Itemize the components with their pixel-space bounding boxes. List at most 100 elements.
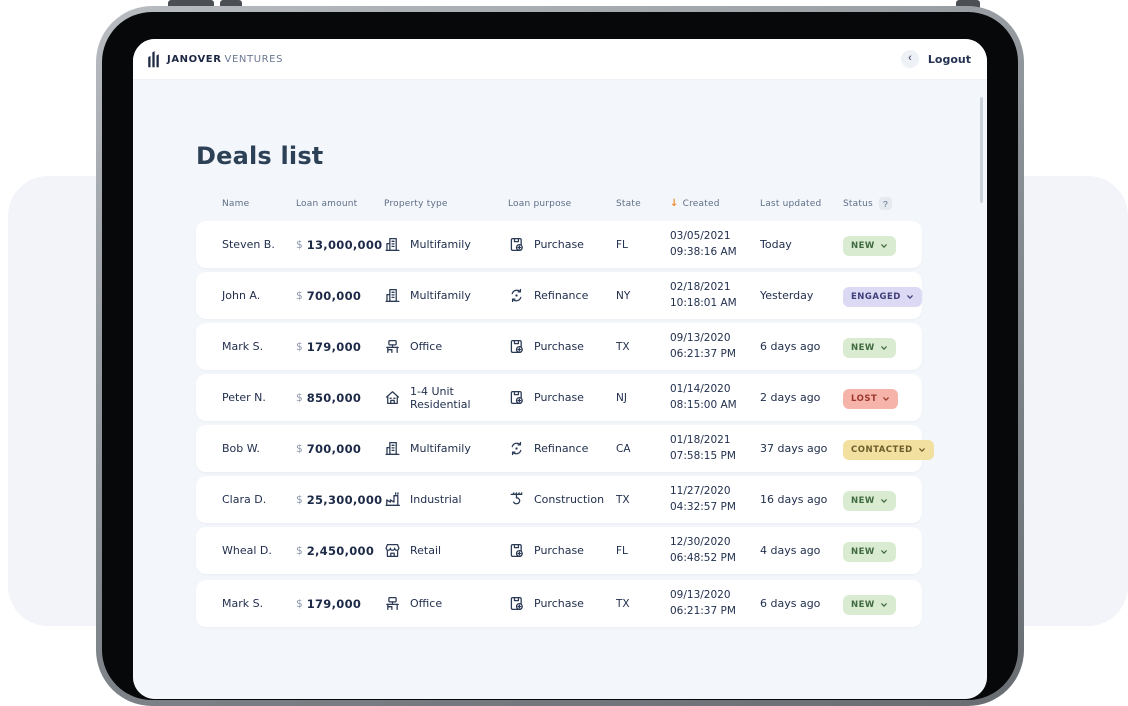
state-value: TX — [616, 597, 630, 610]
deal-name: Peter N. — [222, 391, 266, 404]
table-row[interactable]: Wheal D. $2,450,000 Retail Purchase FL 1… — [196, 527, 922, 574]
loan-amount-value: 179,000 — [306, 339, 362, 354]
chevron-down-icon — [882, 395, 890, 403]
property-type-label: Multifamily — [410, 289, 471, 302]
created-time: 08:15:00 AM — [670, 398, 737, 411]
created-time: 06:21:37 PM — [670, 347, 736, 360]
loan-purpose-label: Purchase — [534, 391, 584, 404]
status-badge-label: NEW — [851, 343, 875, 353]
status-badge-label: LOST — [851, 394, 878, 404]
table-row[interactable]: Clara D. $25,300,000 Industrial Construc… — [196, 476, 922, 523]
deal-name: Mark S. — [222, 597, 264, 610]
column-header-last-updated: Last updated — [760, 198, 822, 209]
property-type-cell: Retail — [384, 542, 508, 559]
status-badge-label: CONTACTED — [851, 445, 913, 455]
table-row[interactable]: Steven B. $13,000,000 Multifamily Purcha… — [196, 221, 922, 268]
brand-name: JANOVER VENTURES — [167, 54, 283, 65]
status-badge[interactable]: NEW — [843, 542, 896, 562]
status-badge[interactable]: NEW — [843, 595, 896, 615]
back-button[interactable]: ‹ — [900, 50, 919, 68]
loan-amount-cell: $2,450,000 — [296, 544, 384, 558]
page-title: Deals list — [196, 142, 324, 170]
last-updated-value: 4 days ago — [760, 544, 821, 557]
office-icon — [384, 338, 401, 355]
loan-purpose-label: Purchase — [534, 544, 584, 557]
status-badge[interactable]: NEW — [843, 338, 896, 358]
table-row[interactable]: Peter N. $850,000 1-4 Unit Residential P… — [196, 374, 922, 421]
last-updated-value: Today — [760, 238, 792, 251]
last-updated-value: 6 days ago — [760, 340, 821, 353]
property-type-cell: Multifamily — [384, 287, 508, 304]
status-badge-label: NEW — [851, 600, 875, 610]
property-type-cell: Industrial — [384, 491, 508, 508]
status-help-icon[interactable]: ? — [878, 197, 892, 210]
table-row[interactable]: Mark S. $179,000 Office Purchase TX 09/1… — [196, 580, 922, 627]
column-header-name: Name — [222, 198, 250, 209]
loan-purpose-label: Construction — [534, 493, 605, 506]
created-datetime: 09/13/2020 06:21:37 PM — [670, 331, 760, 363]
loan-amount-value: 2,450,000 — [306, 543, 375, 558]
multifamily-icon — [384, 236, 401, 253]
deal-name: Mark S. — [222, 340, 264, 353]
loan-amount-cell: $700,000 — [296, 442, 384, 456]
deal-name: John A. — [222, 289, 261, 302]
created-date: 09/13/2020 — [670, 588, 731, 601]
table-row[interactable]: Mark S. $179,000 Office Purchase TX 09/1… — [196, 323, 922, 370]
loan-purpose-cell: Purchase — [508, 595, 616, 612]
refinance-icon — [508, 287, 525, 304]
status-cell: NEW — [843, 335, 922, 358]
table-row[interactable]: John A. $700,000 Multifamily Refinance N… — [196, 272, 922, 319]
status-badge[interactable]: CONTACTED — [843, 440, 934, 460]
industrial-icon — [384, 491, 401, 508]
created-time: 04:32:57 PM — [670, 500, 736, 513]
state-value: NY — [616, 289, 631, 302]
loan-purpose-label: Refinance — [534, 442, 589, 455]
table-body: Steven B. $13,000,000 Multifamily Purcha… — [196, 221, 934, 627]
currency-symbol: $ — [296, 340, 303, 353]
state-value: NJ — [616, 391, 627, 404]
brand-name-light: VENTURES — [224, 53, 284, 65]
created-date: 02/18/2021 — [670, 280, 731, 293]
loan-purpose-label: Purchase — [534, 340, 584, 353]
chevron-left-icon: ‹ — [908, 52, 912, 64]
currency-symbol: $ — [296, 597, 303, 610]
status-badge[interactable]: ENGAGED — [843, 287, 922, 307]
column-header-created[interactable]: ↓ Created — [670, 198, 760, 209]
brand-logo[interactable]: JANOVER VENTURES — [146, 49, 283, 69]
deal-name: Bob W. — [222, 442, 260, 455]
table-row[interactable]: Bob W. $700,000 Multifamily Refinance CA… — [196, 425, 934, 472]
property-type-label: Office — [410, 340, 443, 353]
status-cell: ENGAGED — [843, 284, 922, 307]
status-badge-label: NEW — [851, 496, 875, 506]
created-date: 01/18/2021 — [670, 433, 731, 446]
purchase-icon — [508, 338, 525, 355]
status-badge[interactable]: NEW — [843, 491, 896, 511]
currency-symbol: $ — [296, 493, 303, 506]
created-time: 10:18:01 AM — [670, 296, 737, 309]
loan-amount-cell: $25,300,000 — [296, 493, 384, 507]
column-header-created-label: Created — [682, 198, 720, 209]
created-datetime: 03/05/2021 09:38:16 AM — [670, 229, 760, 261]
deal-name: Steven B. — [222, 238, 275, 251]
created-date: 03/05/2021 — [670, 229, 731, 242]
last-updated-value: 2 days ago — [760, 391, 821, 404]
property-type-label: Multifamily — [410, 238, 471, 251]
loan-purpose-cell: Refinance — [508, 287, 616, 304]
loan-amount-cell: $850,000 — [296, 391, 384, 405]
office-icon — [384, 595, 401, 612]
status-badge[interactable]: LOST — [843, 389, 899, 409]
scrollbar[interactable] — [980, 97, 983, 203]
multifamily-icon — [384, 287, 401, 304]
chevron-down-icon — [880, 344, 888, 352]
created-datetime: 01/14/2020 08:15:00 AM — [670, 382, 760, 414]
column-header-status: Status ? — [843, 197, 922, 210]
loan-purpose-cell: Purchase — [508, 542, 616, 559]
loan-amount-cell: $179,000 — [296, 597, 384, 611]
residential-icon — [384, 389, 401, 406]
property-type-cell: 1-4 Unit Residential — [384, 385, 508, 411]
status-badge[interactable]: NEW — [843, 236, 896, 256]
logout-button[interactable]: Logout — [927, 52, 971, 66]
property-type-cell: Multifamily — [384, 440, 508, 457]
created-datetime: 09/13/2020 06:21:37 PM — [670, 588, 760, 620]
status-badge-label: ENGAGED — [851, 292, 901, 302]
